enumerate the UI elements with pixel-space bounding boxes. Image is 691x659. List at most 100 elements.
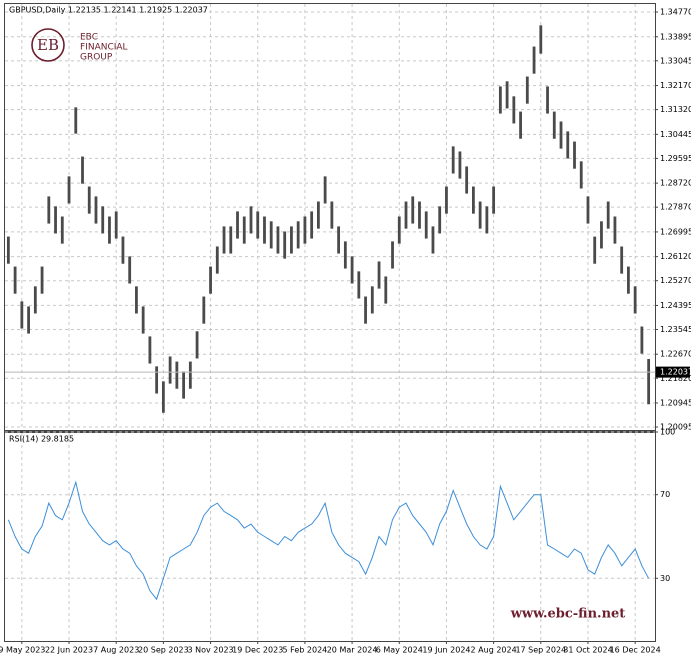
price-bar [330,201,334,229]
price-bar [404,201,408,229]
price-bar [135,286,138,314]
x-tick-label: 2 Aug 2024 [471,646,517,655]
price-bar [633,286,637,314]
price-bar [188,361,192,389]
logo-mark: EB [37,36,59,54]
price-bar [303,216,307,244]
price-bar [627,266,630,294]
price-bar [141,306,145,334]
price-bar [209,266,212,294]
y-tick-label: 1.22670 [660,350,691,359]
price-bar [647,359,651,405]
chart-title: GBPUSD,Daily 1.22135 1.22141 1.21925 1.2… [9,6,208,15]
y-tick-label: 1.32170 [660,81,691,90]
price-bar [492,186,496,214]
grid [5,4,658,644]
price-bar [276,226,280,254]
price-bar [364,296,367,324]
price-bar [377,261,381,289]
price-bar [87,186,91,214]
y-tick-label: 1.31320 [660,105,691,114]
logo-text: EBC [80,33,98,43]
y-tick-label: 1.28720 [660,179,691,188]
y-tick-label: 1.26120 [660,252,691,261]
price-bar [579,161,583,189]
logo-text: FINANCIAL [80,43,128,53]
x-tick-label: 20 Mar 2024 [327,646,378,655]
logo-circle [31,28,65,62]
price-bar [384,276,388,304]
price-bar [458,151,462,179]
price-bar [539,25,543,54]
price-bar [121,236,125,264]
price-bar [546,86,549,114]
price-bar [161,381,165,413]
price-bar [337,226,341,254]
price-bar [256,211,260,239]
price-bar [74,107,78,134]
price-bar [54,206,57,234]
price-bar [296,221,300,249]
rsi-title: RSI(14) 29.8185 [9,435,74,444]
price-bar [505,81,509,109]
price-bar [40,266,44,294]
price-bar [391,241,394,269]
price-bar [343,241,347,269]
y-tick-label: 1.20095 [660,423,691,432]
rsi-line [7,480,650,601]
price-bar [168,356,172,384]
y-tick-label: 1.20945 [660,398,691,407]
x-tick-label: 17 Sep 2024 [515,646,566,655]
y-tick-label: 1.26995 [660,227,691,236]
x-tick-label: 3 Nov 2023 [187,646,233,655]
y-tick-label: 100 [660,428,675,437]
price-bar [81,156,84,184]
marks [5,25,655,601]
price-bar [13,266,17,294]
price-bar [465,166,469,194]
price-bar [236,211,239,239]
price-bar [114,211,118,239]
price-bar [229,226,233,254]
y-tick-label: 1.34770 [660,8,691,17]
y-tick-label: 1.27870 [660,203,691,212]
price-bar [600,221,603,249]
price-bar [532,46,536,74]
y-tick-label: 1.33045 [660,56,691,65]
price-bar [128,256,132,284]
price-bar [451,146,455,174]
price-bar [182,371,185,399]
price-bar [438,206,442,234]
price-bar [249,206,253,234]
price-bar [350,256,354,284]
price-bar [215,246,219,274]
price-bar [269,221,273,249]
y-tick-label: 1.30445 [660,130,691,139]
price-bar [316,201,320,229]
last-price-label: 1.22037 [660,368,691,377]
price-bar [108,216,111,244]
price-bar [222,226,226,254]
logo: EB EBC FINANCIAL GROUP [31,28,128,63]
price-bar [566,131,570,159]
price-bar [357,271,361,299]
price-bar [175,361,179,389]
price-bar [20,301,24,329]
price-bar [593,236,597,264]
price-bar [101,206,105,234]
price-bar [283,231,287,259]
y-tick-label: 1.21820 [660,374,691,383]
price-bar [424,211,428,239]
x-tick-label: 5 Feb 2024 [283,646,328,655]
price-bar [472,186,475,214]
labels: 1.34770 1.33895 1.33045 1.32170 1.31320 1.304… [0,8,691,655]
y-tick-label: 1.33895 [660,32,691,41]
price-bar [155,366,159,394]
price-bar [640,326,644,354]
price-bar [586,196,590,224]
price-bar [323,176,327,204]
logo-text: GROUP [80,53,113,63]
x-tick-label: 16 Dec 2024 [610,646,661,655]
